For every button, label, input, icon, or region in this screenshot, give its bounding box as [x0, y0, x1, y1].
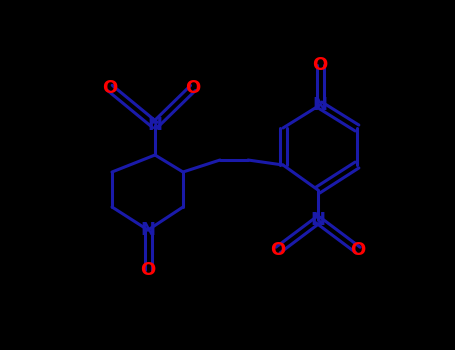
Text: O: O: [270, 241, 286, 259]
Text: N: N: [147, 116, 162, 134]
Text: O: O: [350, 241, 366, 259]
Text: N: N: [313, 96, 328, 114]
Text: N: N: [141, 221, 156, 239]
Text: O: O: [313, 56, 328, 74]
Text: O: O: [102, 79, 118, 97]
Text: O: O: [141, 261, 156, 279]
Text: O: O: [185, 79, 201, 97]
Text: N: N: [310, 211, 325, 229]
